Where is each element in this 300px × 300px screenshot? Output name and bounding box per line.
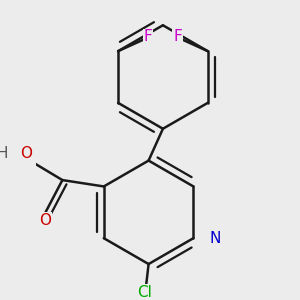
- Text: N: N: [210, 231, 221, 246]
- Text: F: F: [173, 29, 182, 44]
- Text: Cl: Cl: [137, 285, 152, 300]
- Text: O: O: [20, 146, 32, 160]
- Text: F: F: [144, 29, 153, 44]
- Text: O: O: [39, 213, 51, 228]
- Text: H: H: [0, 146, 8, 160]
